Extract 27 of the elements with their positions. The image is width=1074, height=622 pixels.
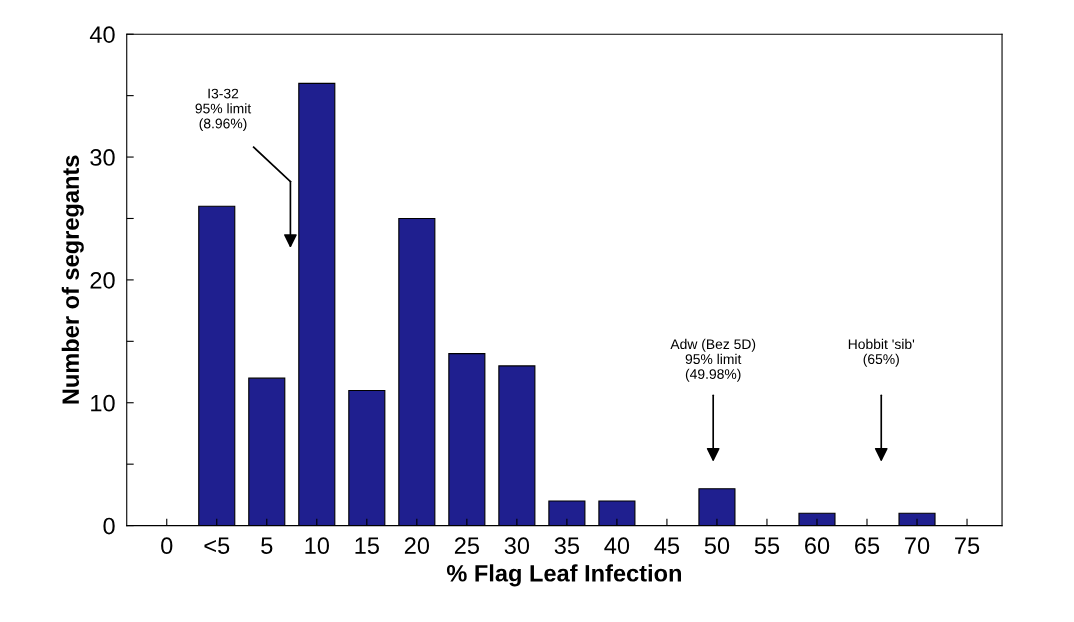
y-tick-label: 20 <box>90 271 115 289</box>
x-tick-label: 45 <box>654 537 680 555</box>
annotation: I3-32 95% limit (8.96%) <box>195 88 252 132</box>
x-tick-label: 75 <box>955 537 980 555</box>
x-tick-label: 15 <box>355 537 379 555</box>
x-axis-title: % Flag Leaf Infection <box>446 564 681 587</box>
x-tick-label: 60 <box>805 537 830 555</box>
x-tick-label: 50 <box>704 537 730 555</box>
x-tick-label: 30 <box>504 537 530 555</box>
y-tick-label: 10 <box>91 394 115 412</box>
x-tick-label: 25 <box>454 537 479 555</box>
x-tick-label: 70 <box>905 537 930 555</box>
x-tick-label: <5 <box>204 537 230 555</box>
x-tick-label: 0 <box>161 537 173 555</box>
x-tick-label: 10 <box>305 537 330 555</box>
y-tick-label: 40 <box>89 26 115 43</box>
annotation: Hobbit 'sib' (65%) <box>848 338 915 367</box>
y-tick-label: 30 <box>90 149 115 166</box>
annotation: Adw (Bez 5D) 95% limit (49.98%) <box>670 338 756 382</box>
x-tick-label: 5 <box>261 537 273 555</box>
x-tick-label: 65 <box>855 537 880 555</box>
x-tick-label: 20 <box>404 537 430 555</box>
x-tick-label: 40 <box>604 537 630 555</box>
x-tick-label: 55 <box>754 537 780 555</box>
y-tick-label: 0 <box>103 517 115 535</box>
x-tick-label: 35 <box>554 537 580 555</box>
y-axis-title: Number of segregants <box>61 155 84 404</box>
